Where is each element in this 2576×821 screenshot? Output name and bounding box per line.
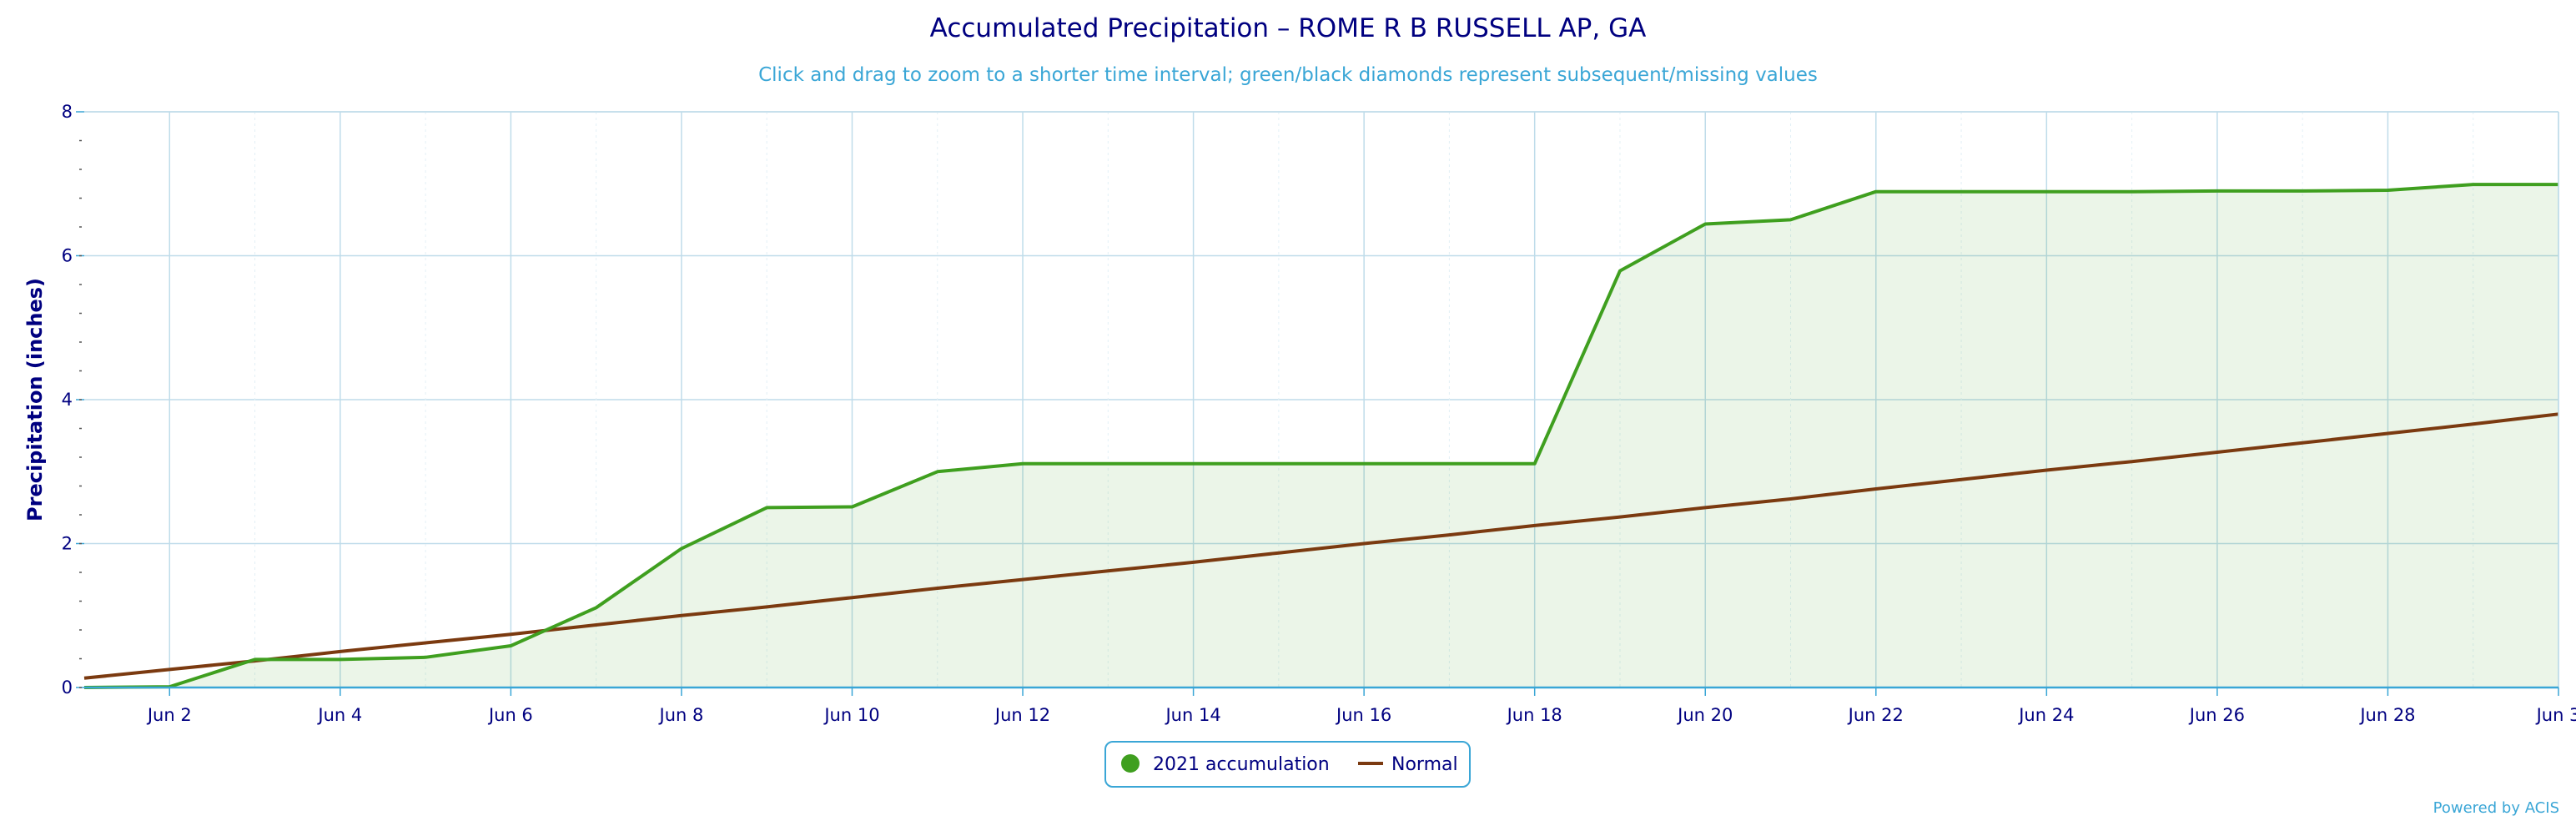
axes: 0 2 4 6 8 Jun 2 Jun 4 Jun 6 Jun 8 Jun 10 Jun 12 Jun… — [62, 102, 2576, 725]
x-tick-label: Jun 6 — [487, 705, 533, 725]
legend-box — [1104, 741, 1471, 788]
accumulation-area — [84, 184, 2558, 688]
x-tick-label: Jun 3 — [2535, 705, 2576, 725]
x-tick-label: Jun 14 — [1164, 705, 1220, 725]
legend-accumulation-label: 2021 accumulation — [1153, 754, 1330, 775]
legend-accumulation-marker — [1121, 754, 1140, 773]
chart-subtitle: Click and drag to zoom to a shorter time… — [758, 64, 1818, 86]
x-tick-label: Jun 20 — [1676, 705, 1733, 725]
normal-line[interactable] — [83, 412, 2559, 680]
x-tick-label: Jun 28 — [2358, 705, 2415, 725]
legend-normal-label: Normal — [1391, 754, 1458, 775]
legend-item-normal[interactable]: Normal — [1358, 754, 1458, 775]
y-tick-label: 2 — [62, 534, 73, 554]
x-tick-label: Jun 24 — [2017, 705, 2074, 725]
legend[interactable]: 2021 accumulation Normal — [1104, 741, 1471, 788]
x-tick-label: Jun 10 — [823, 705, 879, 725]
credit-link[interactable]: Powered by ACIS — [2433, 799, 2559, 817]
accumulation-line[interactable] — [83, 183, 2558, 689]
x-tick-label: Jun 8 — [658, 705, 704, 725]
y-tick-label: 4 — [62, 390, 73, 410]
x-tick-label: Jun 16 — [1335, 705, 1391, 725]
x-tick-label: Jun 2 — [146, 705, 192, 725]
y-tick-label: 8 — [62, 102, 73, 122]
chart-title: Accumulated Precipitation – ROME R B RUS… — [930, 13, 1647, 43]
x-tick-label: Jun 4 — [316, 705, 362, 725]
y-tick-label: 6 — [62, 246, 73, 266]
x-tick-label: Jun 18 — [1506, 705, 1562, 725]
x-tick-label: Jun 26 — [2188, 705, 2245, 725]
y-tick-label: 0 — [62, 677, 73, 698]
y-axis-title: Precipitation (inches) — [23, 278, 47, 521]
legend-item-accumulation[interactable]: 2021 accumulation — [1121, 754, 1330, 775]
series-layer[interactable] — [83, 183, 2559, 689]
x-tick-label: Jun 22 — [1847, 705, 1904, 725]
x-tick-label: Jun 12 — [994, 705, 1050, 725]
